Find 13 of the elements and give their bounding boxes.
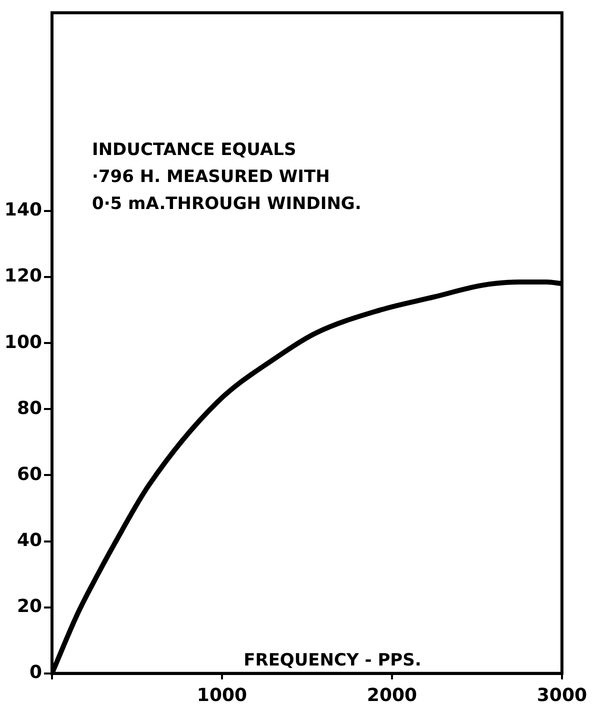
y-tick-label: 100: [4, 332, 42, 353]
x-tick-label: 3000: [536, 684, 588, 706]
x-tick-label: 2000: [366, 684, 418, 706]
y-tick-label: 120: [4, 266, 42, 287]
y-tick-label: 80: [16, 398, 42, 419]
x-tick-label: 1000: [196, 684, 248, 706]
y-tick-label: 20: [16, 596, 42, 618]
x-axis-title: FREQUENCY - PPS.: [244, 650, 422, 670]
y-tick-label: 60: [16, 464, 42, 485]
y-tick-label: 140: [4, 200, 42, 221]
y-tick-label: 40: [16, 530, 42, 551]
annotation: INDUCTANCE EQUALS ·796 H. MEASURED WITH 0·5 mA.THROUGH WINDING.: [92, 140, 362, 214]
y-tick-label: 0: [29, 662, 42, 684]
